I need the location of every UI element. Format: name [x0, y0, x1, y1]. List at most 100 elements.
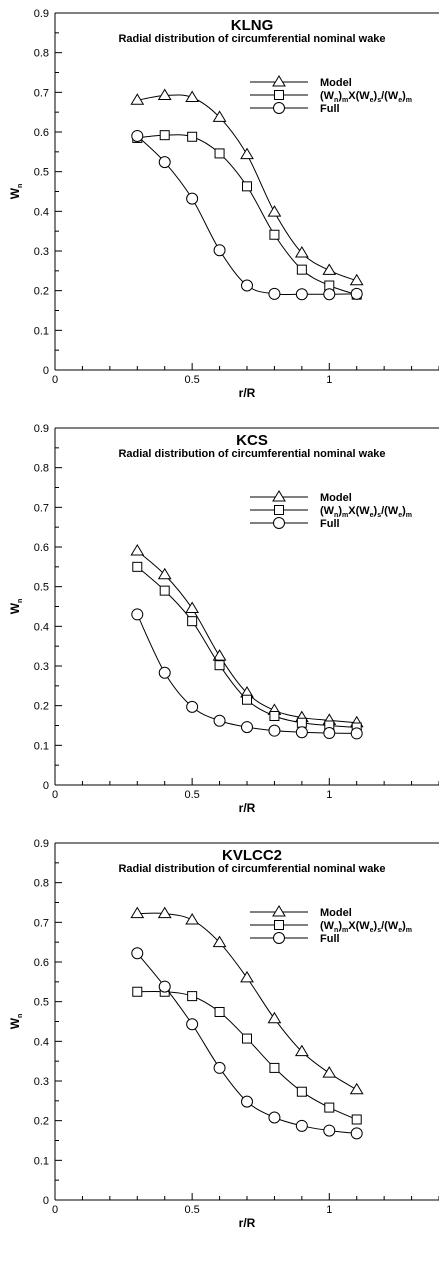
- legend-label-part: ): [338, 505, 342, 517]
- series-triangle: [130, 906, 364, 1095]
- data-point: [324, 1102, 335, 1113]
- legend-label-part: ): [338, 90, 342, 102]
- data-point: [130, 906, 145, 919]
- y-axis-label-sub: n: [17, 1014, 24, 1018]
- y-tick-label: 0.2: [34, 701, 49, 713]
- data-point: [323, 727, 336, 740]
- data-point: [214, 148, 225, 159]
- data-point: [159, 585, 170, 596]
- data-point: [351, 1114, 362, 1125]
- y-tick-label: 0.6: [34, 127, 49, 139]
- data-point: [268, 287, 281, 300]
- y-axis-label: Wn: [8, 599, 24, 615]
- data-point: [157, 567, 172, 580]
- legend-label-part: (W: [320, 505, 335, 517]
- data-point: [267, 1011, 282, 1024]
- y-tick-label: 0.3: [34, 661, 49, 673]
- legend-marker: [273, 932, 285, 944]
- legend-label-2: Full: [320, 933, 340, 945]
- chart-title: KLNG: [231, 17, 274, 34]
- data-point: [213, 714, 226, 727]
- legend-label-part: s: [377, 927, 381, 934]
- data-point: [240, 970, 254, 983]
- legend-label-part: m: [406, 97, 412, 104]
- chart-subtitle: Radial distribution of circumferential n…: [118, 863, 385, 875]
- data-point: [212, 935, 227, 948]
- x-tick-label: 0.5: [184, 1204, 199, 1216]
- series-square: [132, 561, 362, 733]
- data-point: [187, 991, 198, 1002]
- data-point: [241, 279, 253, 292]
- y-tick-label: 0.9: [34, 423, 49, 435]
- y-tick-label: 0.4: [34, 1036, 49, 1048]
- legend-label-0: Model: [320, 77, 352, 89]
- data-point: [323, 1124, 336, 1137]
- data-point: [242, 1033, 252, 1044]
- legend-marker: [272, 490, 286, 502]
- data-point: [159, 130, 170, 141]
- y-tick-label: 0.7: [34, 502, 49, 514]
- legend-label-1: (Wn)mX(We)s/(We)m: [320, 920, 412, 934]
- chart-panel-2: 0 0.1 0.2 0.3 0.4 0.5 0.6 0.7 0.8 0.9 0 0.5 1 r/R Wn KC…: [8, 423, 439, 815]
- data-point: [186, 700, 199, 713]
- data-point: [157, 906, 172, 919]
- legend-label-2: Full: [320, 103, 340, 115]
- data-point: [349, 1082, 364, 1095]
- y-axis-label-main: W: [8, 602, 22, 614]
- data-point: [267, 205, 282, 217]
- legend-label-part: m: [406, 512, 412, 519]
- legend-label-1: (Wn)mX(We)s/(We)m: [320, 505, 412, 519]
- x-axis-label: r/R: [239, 386, 256, 400]
- legend-label-part: X(W: [348, 90, 370, 102]
- data-point: [158, 156, 171, 169]
- data-point: [295, 726, 308, 739]
- data-point: [130, 93, 145, 105]
- legend-label-part: m: [342, 927, 348, 934]
- y-tick-label: 0: [43, 365, 49, 377]
- data-point: [269, 229, 280, 240]
- legend-label-part: ): [402, 90, 406, 102]
- data-point: [185, 601, 200, 613]
- x-tick-label: 0: [52, 374, 58, 386]
- data-point: [130, 543, 145, 556]
- x-axis-label: r/R: [239, 801, 256, 815]
- y-axis-label: Wn: [8, 1014, 24, 1030]
- legend-label-part: n: [334, 97, 338, 104]
- y-axis-label-sub: n: [17, 184, 24, 188]
- y-tick-label: 0.4: [34, 206, 49, 218]
- data-point: [132, 986, 143, 997]
- data-point: [350, 287, 363, 300]
- y-tick-label: 0: [43, 780, 49, 792]
- data-point: [296, 717, 307, 728]
- data-point: [350, 727, 363, 740]
- y-axis-label-sub: n: [17, 599, 24, 603]
- y-tick-label: 0.7: [34, 87, 49, 99]
- legend-label-part: e: [398, 512, 402, 519]
- y-tick-label: 0.1: [34, 740, 49, 752]
- series-square: [132, 986, 362, 1125]
- data-point: [187, 616, 198, 627]
- y-tick-label: 0.4: [34, 621, 49, 633]
- legend-label-part: ): [374, 90, 378, 102]
- legend-label-part: m: [406, 927, 412, 934]
- legend-label-part: /(W: [381, 90, 399, 102]
- data-point: [214, 660, 225, 671]
- data-point: [322, 1066, 337, 1078]
- x-tick-label: 0.5: [184, 789, 199, 801]
- y-tick-label: 0.5: [34, 582, 49, 594]
- data-point: [240, 147, 254, 160]
- y-axis-label-main: W: [8, 1017, 22, 1029]
- data-point: [212, 110, 227, 122]
- y-tick-label: 0.6: [34, 957, 49, 969]
- y-tick-label: 0.8: [34, 48, 49, 60]
- data-point: [213, 1061, 226, 1074]
- legend-label-2: Full: [320, 518, 340, 530]
- x-tick-label: 0.5: [184, 374, 199, 386]
- data-point: [268, 724, 281, 737]
- legend-label-part: m: [342, 97, 348, 104]
- data-point: [131, 129, 144, 142]
